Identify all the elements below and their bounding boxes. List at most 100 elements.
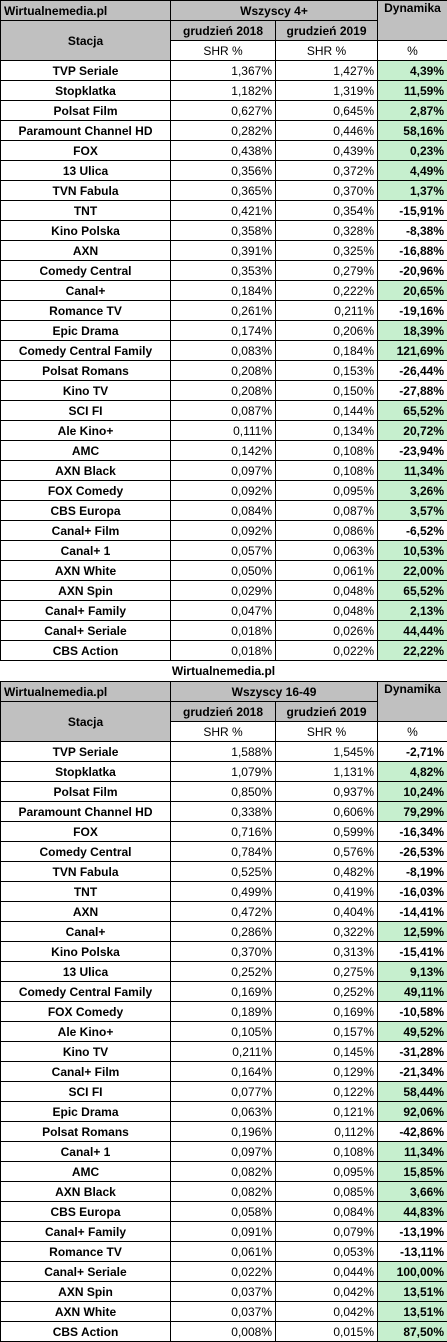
shr-2018-cell: 0,716% [171, 822, 276, 842]
shr-2018-cell: 0,018% [171, 621, 276, 641]
shr-2018-cell: 0,174% [171, 321, 276, 341]
dynamic-cell: -15,91% [378, 201, 447, 221]
shr-2018-cell: 0,391% [171, 241, 276, 261]
station-name: Canal+ Seriale [1, 621, 171, 641]
shr-2019-cell: 0,184% [276, 341, 378, 361]
dynamic-header: Dynamika [378, 1, 447, 41]
shr-2018-cell: 0,082% [171, 1182, 276, 1202]
dynamic-cell: 9,13% [378, 962, 447, 982]
shr-2019-cell: 0,252% [276, 982, 378, 1002]
shr-2019-cell: 0,095% [276, 481, 378, 501]
station-name: Epic Drama [1, 1102, 171, 1122]
shr-2018-cell: 0,092% [171, 521, 276, 541]
shr-2019-cell: 0,015% [276, 1322, 378, 1342]
dynamic-cell: 49,11% [378, 982, 447, 1002]
shr-2018-cell: 0,286% [171, 922, 276, 942]
shr-2019-cell: 0,122% [276, 1082, 378, 1102]
shr-2018-cell: 0,358% [171, 221, 276, 241]
dynamic-cell: 4,39% [378, 61, 447, 81]
station-name: FOX [1, 822, 171, 842]
station-name: Comedy Central [1, 842, 171, 862]
shr-2018-cell: 0,421% [171, 201, 276, 221]
shr-2018-cell: 0,499% [171, 882, 276, 902]
station-header: Stacja [1, 21, 171, 61]
source-label: Wirtualnemedia.pl [1, 682, 171, 702]
shr-2019-cell: 0,404% [276, 902, 378, 922]
shr-2018-cell: 0,208% [171, 361, 276, 381]
station-name: FOX Comedy [1, 481, 171, 501]
shr-unit-2018: SHR % [171, 41, 276, 61]
shr-2019-cell: 0,279% [276, 261, 378, 281]
dynamic-cell: 49,52% [378, 1022, 447, 1042]
station-name: Canal+ [1, 922, 171, 942]
dynamic-cell: 44,83% [378, 1202, 447, 1222]
dynamic-cell: 10,24% [378, 782, 447, 802]
shr-2018-cell: 0,037% [171, 1282, 276, 1302]
station-name: 13 Ulica [1, 161, 171, 181]
dynamic-cell: -16,03% [378, 882, 447, 902]
shr-2019-cell: 0,439% [276, 141, 378, 161]
shr-2019-cell: 0,937% [276, 782, 378, 802]
month-2018-header: grudzień 2018 [171, 21, 276, 41]
shr-2018-cell: 0,063% [171, 1102, 276, 1122]
station-name: Canal+ [1, 281, 171, 301]
station-name: AXN White [1, 1302, 171, 1322]
shr-2019-cell: 0,372% [276, 161, 378, 181]
station-name: FOX Comedy [1, 1002, 171, 1022]
shr-2019-cell: 0,645% [276, 101, 378, 121]
shr-2019-cell: 0,354% [276, 201, 378, 221]
shr-2019-cell: 0,599% [276, 822, 378, 842]
shr-2018-cell: 0,022% [171, 1262, 276, 1282]
shr-2019-cell: 0,328% [276, 221, 378, 241]
shr-unit-2018: SHR % [171, 722, 276, 742]
shr-2019-cell: 0,322% [276, 922, 378, 942]
shr-2018-cell: 0,083% [171, 341, 276, 361]
station-name: FOX [1, 141, 171, 161]
shr-2018-cell: 0,018% [171, 641, 276, 661]
shr-2019-cell: 0,419% [276, 882, 378, 902]
dynamic-cell: -26,53% [378, 842, 447, 862]
table-row: Canal+0,184%0,222%20,65% [1, 281, 447, 301]
dynamic-cell: -10,58% [378, 1002, 447, 1022]
shr-2018-cell: 0,525% [171, 862, 276, 882]
dynamic-cell: 22,00% [378, 561, 447, 581]
dynamic-cell: 13,51% [378, 1282, 447, 1302]
shr-2018-cell: 0,097% [171, 461, 276, 481]
dynamic-cell: 4,49% [378, 161, 447, 181]
station-name: Ale Kino+ [1, 1022, 171, 1042]
audience-group: Wszyscy 16-49 [171, 682, 378, 702]
shr-2019-cell: 0,169% [276, 1002, 378, 1022]
station-name: Stopklatka [1, 762, 171, 782]
station-name: Canal+ Seriale [1, 1262, 171, 1282]
shr-2018-cell: 0,784% [171, 842, 276, 862]
shr-2018-cell: 0,037% [171, 1302, 276, 1322]
shr-2018-cell: 0,211% [171, 1042, 276, 1062]
shr-2019-cell: 0,112% [276, 1122, 378, 1142]
shr-2019-cell: 0,108% [276, 441, 378, 461]
dynamic-cell: 4,82% [378, 762, 447, 782]
dynamic-cell: 13,51% [378, 1302, 447, 1322]
shr-2019-cell: 0,084% [276, 1202, 378, 1222]
shr-2019-cell: 1,319% [276, 81, 378, 101]
station-name: Polsat Film [1, 782, 171, 802]
shr-2018-cell: 0,208% [171, 381, 276, 401]
shr-2019-cell: 0,061% [276, 561, 378, 581]
shr-unit-2019: SHR % [276, 722, 378, 742]
month-2019-header: grudzień 2019 [276, 21, 378, 41]
